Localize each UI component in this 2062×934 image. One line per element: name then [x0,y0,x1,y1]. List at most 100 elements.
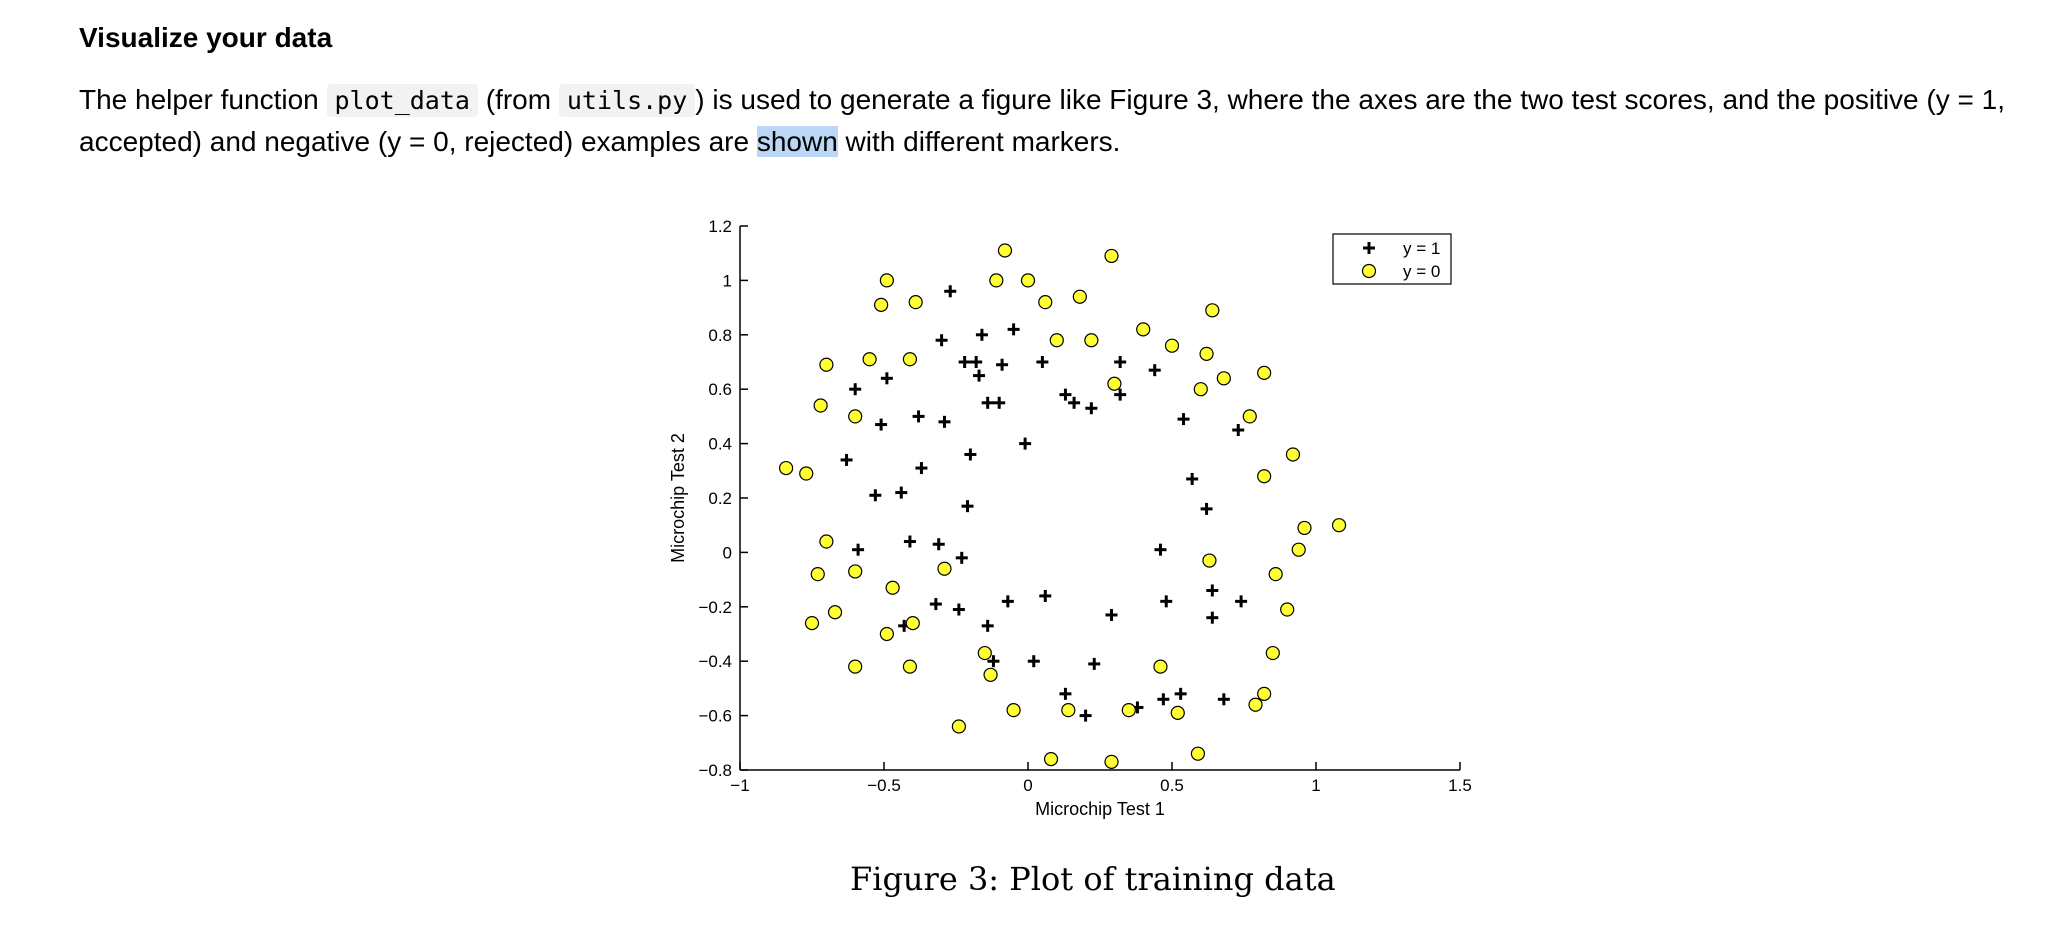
positive-point [912,410,925,423]
positive-point [987,655,1000,668]
positive-point [981,619,994,632]
negative-point [1280,602,1295,617]
negative-point [1268,567,1283,582]
positive-point [932,538,945,551]
y-tick-label: −0.2 [698,598,732,617]
y-tick-label: 1.2 [708,217,732,236]
positive-point [915,462,928,475]
positive-point [973,369,986,382]
positive-point [996,358,1009,371]
positive-point [981,396,994,409]
scatter-figure: −1 −0.5 0 0.5 1 1.5 −0.8 −0.6 −0.4 −0.2 0 0.2 0.4 0.6… [668,217,1472,819]
positive-point [961,500,974,513]
negative-point [827,605,843,620]
positive-point [1206,584,1219,597]
negative-point [902,352,918,367]
section-title: Visualize your data [79,22,333,53]
positive-point [1059,388,1072,401]
negative-point [1104,248,1119,264]
positive-point [875,418,888,431]
negative-point [1084,333,1099,348]
positive-point [1019,437,1032,450]
positive-point [1217,693,1230,706]
positive-point [1114,356,1127,368]
x-tick-label: −1 [730,776,749,795]
negative-point [937,561,952,576]
negative-point [819,534,834,549]
negative-point [1190,746,1206,761]
negative-point [879,273,894,288]
x-axis-label: Microchip Test 1 [1035,799,1165,819]
negative-point [778,460,794,476]
y-tick-label: −0.8 [698,761,732,780]
positive-point [840,453,853,466]
positive-point [952,603,965,616]
negative-point [1216,371,1231,386]
negative-point [1202,553,1217,568]
positive-point [1148,364,1161,377]
positive-point [852,543,865,556]
positive-point [944,285,957,298]
negative-point [1020,273,1036,288]
positive-point [1001,595,1014,608]
y-tick-label: 0.2 [708,489,732,508]
negative-point [885,580,900,595]
negative-point [1285,447,1301,462]
negative-point [1242,409,1257,424]
negative-point [1107,376,1122,391]
y-tick-label: −0.6 [698,707,732,726]
paragraph-text: The helper function [79,84,319,115]
positive-point [1232,424,1245,436]
positive-point [1085,402,1098,415]
paragraph-text: accepted) and negative (y = 0, rejected)… [79,126,750,157]
negative-point [1291,542,1306,557]
plot-marks [778,243,1347,769]
negative-point [983,667,998,682]
positive-point [1186,472,1199,485]
positive-point [1154,543,1167,556]
positive-point [955,551,968,564]
legend: y = 1 y = 0 [1332,233,1452,285]
positive-point [964,448,977,461]
negative-point [1257,365,1272,380]
y-tick-label: 0.4 [708,435,732,454]
positive-point [1235,595,1248,608]
selected-text[interactable]: shown [756,126,838,157]
negative-point [977,645,992,661]
description-paragraph: The helper function plot_data (from util… [79,79,2062,162]
positive-point [975,328,988,341]
negative-point [1331,518,1347,533]
negative-point [1072,289,1087,304]
negative-point [1257,686,1272,701]
negative-point [1170,705,1185,720]
negative-point [989,273,1004,288]
positive-point [849,383,862,396]
positive-point [1200,502,1213,515]
negative-point [819,357,834,372]
paragraph-text: ) is used to generate a figure like Figu… [695,84,2005,115]
negative-point [874,297,889,312]
positive-point [958,356,971,368]
positive-point [1059,687,1072,700]
negative-point [905,616,920,631]
negative-point [810,567,825,582]
positive-point [1157,693,1170,706]
legend-marker-negative [1361,263,1377,279]
negative-point [848,409,863,424]
negative-point [862,352,877,367]
negative-point [848,564,863,579]
negative-point [1199,346,1214,361]
negative-point [799,466,814,481]
negative-point [951,719,966,734]
paragraph-text: with different markers. [845,126,1121,157]
negative-point [1043,752,1059,767]
y-tick-label: 0.8 [708,326,732,345]
y-axis-label: Microchip Test 2 [668,433,688,563]
negative-point [1248,697,1263,712]
negative-point [1164,338,1180,353]
negative-point [1153,659,1168,674]
negative-point [1006,703,1021,718]
legend-box [1332,233,1452,285]
positive-point [1039,589,1052,602]
negative-point [1265,645,1280,661]
